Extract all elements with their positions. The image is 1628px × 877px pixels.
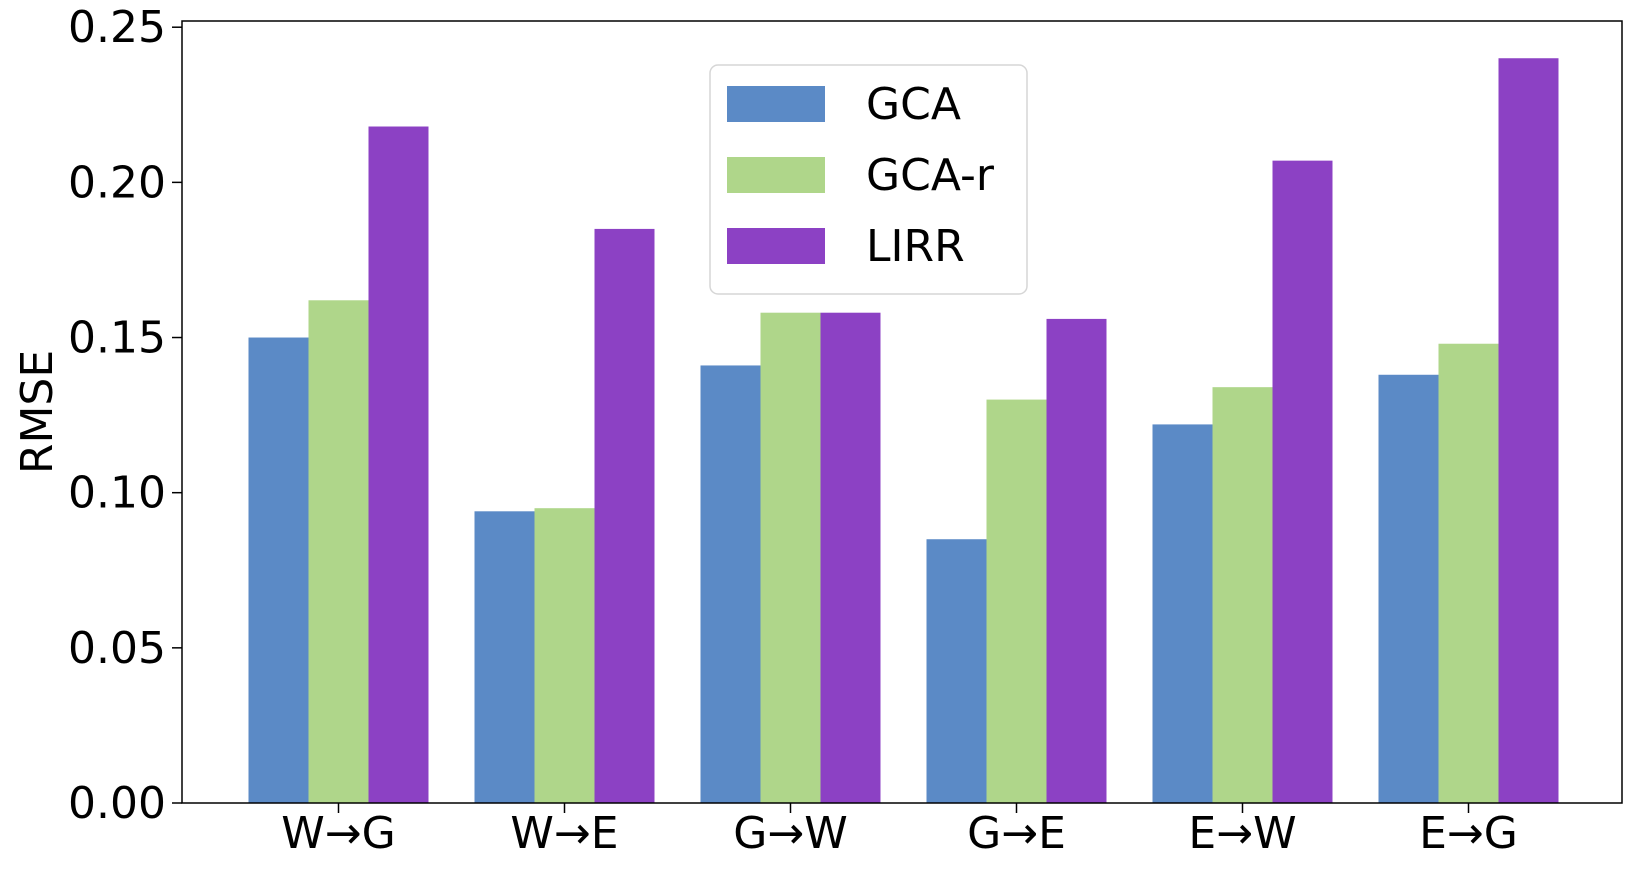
y-tick-label: 0.00 [68,778,166,829]
y-axis: 0.00 0.05 0.10 0.15 0.20 0.25 [68,2,182,829]
y-tick-label: 0.10 [68,468,166,519]
legend-swatch [727,157,825,193]
y-axis-label: RMSE [12,350,63,474]
bar-gca [474,511,535,803]
bar-group [474,228,655,803]
bar-lirr [368,126,429,803]
x-tick-label: G→W [733,808,847,859]
bar-group [248,126,429,803]
bar-gca-r [1438,343,1499,803]
x-axis: W→G W→E G→W G→E E→W E→G [281,803,1518,859]
bar-group [926,318,1107,803]
bar-gca-r [308,300,369,803]
bar-gca [700,365,761,803]
legend-label: LIRR [866,221,965,272]
legend-label: GCA-r [866,150,995,201]
bars-layer [248,58,1559,804]
legend-swatch [727,86,825,122]
legend-label: GCA [866,79,961,130]
x-tick-label: E→G [1419,808,1518,859]
bar-lirr [594,228,655,803]
bar-gca-r [534,508,595,803]
y-tick-label: 0.25 [68,2,166,53]
bar-gca [1378,374,1439,803]
y-tick-label: 0.05 [68,623,166,674]
bar-group [700,312,881,803]
bar-gca-r [760,312,821,803]
bar-gca [1152,424,1213,803]
legend-swatch [727,228,825,264]
y-tick-label: 0.15 [68,313,166,364]
bar-lirr [1498,58,1559,803]
bar-gca-r [1212,387,1273,803]
bar-group [1152,160,1333,804]
bar-lirr [820,312,881,803]
bar-lirr [1272,160,1333,804]
legend-item: GCA-r [727,150,995,201]
legend: GCA GCA-r LIRR [709,64,1028,295]
y-tick-label: 0.20 [68,157,166,208]
bar-lirr [1046,318,1107,803]
x-tick-label: W→G [281,808,395,859]
x-tick-label: G→E [967,808,1066,859]
bar-group [1378,58,1559,803]
legend-item: GCA [727,79,961,130]
bar-gca-r [986,399,1047,803]
bar-gca [248,337,309,803]
x-tick-label: W→E [510,808,618,859]
x-tick-label: E→W [1188,808,1296,859]
legend-item: LIRR [727,221,965,272]
bar-gca [926,539,987,803]
plot-frame [181,20,1623,804]
